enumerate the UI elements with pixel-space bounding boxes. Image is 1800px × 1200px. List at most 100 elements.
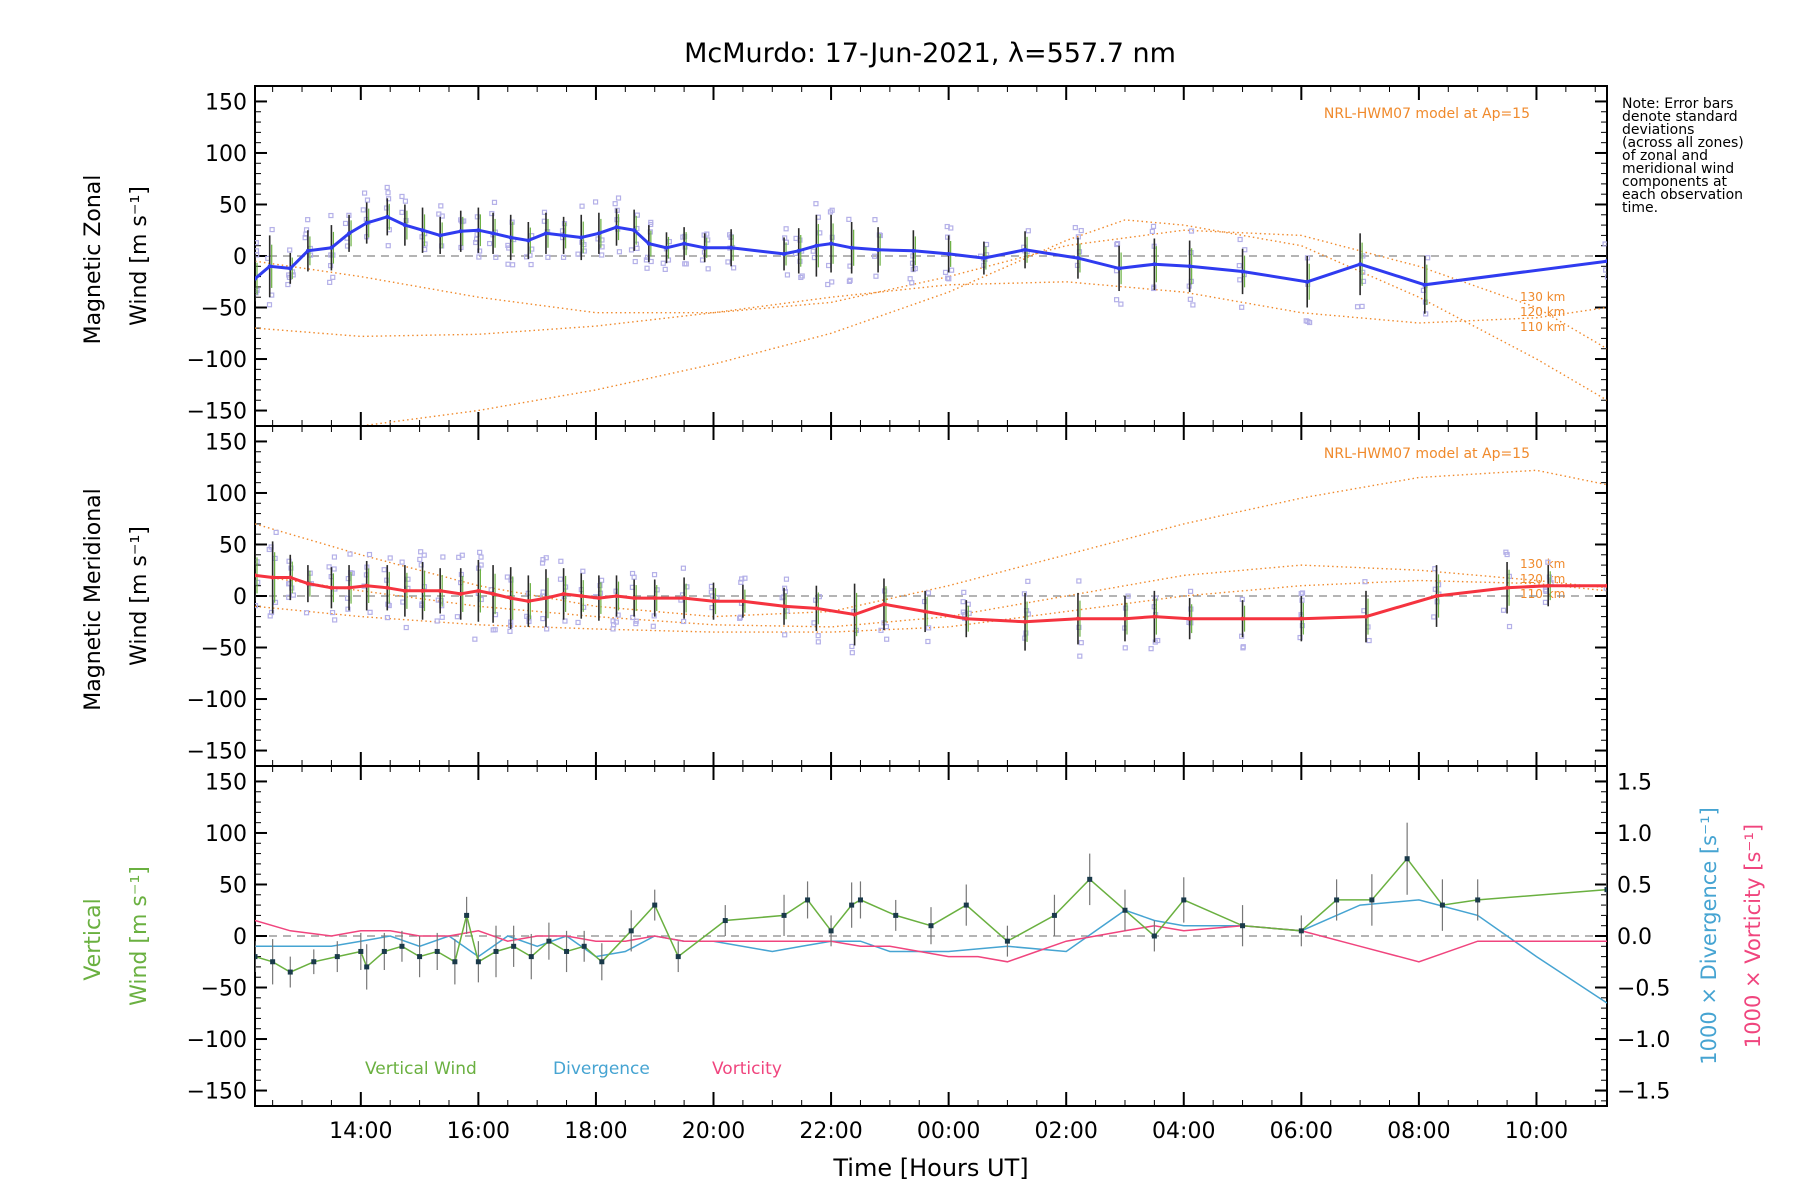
- vertical-wind-point: [1604, 887, 1607, 893]
- vertical-wind-point: [311, 959, 317, 965]
- zone-sample: [440, 554, 446, 560]
- note-line: meridional wind: [1622, 161, 1734, 177]
- vertical-wind-point: [781, 912, 787, 918]
- zone-sample: [575, 619, 581, 626]
- wind-point: [702, 245, 707, 250]
- zone-sample: [255, 603, 259, 609]
- xtick-label: 10:00: [1505, 1119, 1568, 1144]
- zone-sample: [810, 248, 816, 254]
- wind-point: [829, 241, 834, 246]
- note-line: deviations: [1622, 122, 1694, 138]
- zone-sample: [269, 226, 275, 233]
- wind-point: [646, 241, 651, 246]
- zone-sample: [439, 614, 445, 620]
- zone-sample: [1239, 304, 1245, 310]
- zone-sample: [944, 223, 950, 230]
- vertical-wind-point: [464, 912, 470, 918]
- zone-sample: [303, 610, 310, 616]
- zone-sample: [266, 302, 273, 308]
- zone-sample: [872, 253, 878, 259]
- xaxis-label: Time [Hours UT]: [832, 1154, 1028, 1182]
- zone-sample: [651, 572, 658, 578]
- wind-point: [911, 248, 916, 253]
- zone-sample: [1546, 574, 1553, 580]
- zone-sample: [1025, 578, 1031, 584]
- zone-sample: [847, 277, 853, 283]
- zone-sample: [1152, 595, 1159, 601]
- zone-sample: [1078, 640, 1084, 646]
- zone-sample: [1114, 241, 1120, 248]
- zone-sample: [384, 184, 390, 191]
- vertical-ylabel-line2: Wind [m s⁻¹]: [127, 866, 152, 1006]
- xtick-label: 04:00: [1152, 1119, 1215, 1144]
- vertical-wind-point: [828, 928, 834, 934]
- zone-sample: [486, 240, 493, 247]
- zone-sample: [983, 241, 990, 248]
- plot-area: [255, 822, 1607, 1004]
- zone-sample: [579, 203, 585, 209]
- zone-sample: [385, 190, 391, 196]
- zone-sample: [945, 275, 951, 281]
- zone-sample: [381, 567, 387, 573]
- ytick-label: −150: [187, 400, 247, 425]
- wind-point: [288, 575, 293, 580]
- note-line: denote standard: [1622, 109, 1738, 125]
- divergence-ylabel: 1000 × Divergence [s⁻¹]: [1697, 807, 1721, 1065]
- vertical-wind-point: [628, 928, 634, 934]
- xtick-label: 06:00: [1270, 1119, 1333, 1144]
- zonal-panel: Magnetic Zonal Wind [m s⁻¹] NRL-HWM07 mo…: [81, 85, 1608, 427]
- zone-sample: [1500, 607, 1507, 613]
- wind-point: [543, 231, 548, 236]
- zone-sample: [634, 212, 640, 218]
- zone-sample: [813, 201, 819, 207]
- vertical-wind-point: [1334, 897, 1340, 903]
- zone-sample: [417, 556, 423, 563]
- zone-sample: [366, 551, 373, 558]
- vertical-wind-point: [270, 959, 276, 965]
- wind-point: [402, 223, 407, 228]
- zone-sample: [846, 278, 852, 284]
- zone-sample: [660, 260, 666, 266]
- vertical-wind-point: [1475, 897, 1481, 903]
- xtick-label: 02:00: [1034, 1119, 1097, 1144]
- vertical-wind-point: [1122, 907, 1128, 913]
- wind-point: [923, 609, 928, 614]
- zone-sample: [405, 576, 411, 582]
- model-curve: [255, 469, 1607, 618]
- wind-point: [1505, 585, 1510, 590]
- model-altitude-label: 110 km: [1520, 587, 1565, 601]
- zone-sample: [1242, 247, 1248, 253]
- vertical-wind-point: [1439, 902, 1445, 908]
- wind-point: [1117, 266, 1122, 271]
- vertical-wind-point: [475, 959, 481, 965]
- zone-sample: [737, 614, 744, 620]
- zone-sample: [829, 234, 835, 240]
- zone-sample: [273, 529, 279, 535]
- zone-sample: [1608, 602, 1612, 606]
- ytick-label: −100: [187, 348, 247, 373]
- ytick-label: −150: [187, 740, 247, 765]
- xtick-label: 08:00: [1387, 1119, 1450, 1144]
- ytick-label: 0: [233, 585, 247, 610]
- zone-sample: [1122, 645, 1128, 651]
- wind-point: [852, 612, 857, 617]
- zone-sample: [1503, 549, 1509, 555]
- zone-sample: [873, 273, 879, 279]
- zone-sample: [1187, 588, 1194, 594]
- zone-sample: [1125, 593, 1131, 599]
- y2tick-label: 0.0: [1617, 925, 1652, 950]
- vertical-wind-point: [528, 954, 534, 960]
- wind-point: [255, 276, 257, 281]
- wind-point: [729, 245, 734, 250]
- zone-sample: [629, 570, 636, 577]
- wind-point: [458, 229, 463, 234]
- note-line: of zonal and: [1622, 148, 1708, 164]
- ytick-label: 50: [219, 193, 247, 218]
- note-text: Note: Error bars denote standard deviati…: [1622, 96, 1748, 216]
- zone-sample: [461, 218, 467, 224]
- zone-sample: [1077, 653, 1083, 659]
- zone-sample: [399, 193, 405, 200]
- wind-point: [796, 248, 801, 253]
- vertical-wind-point: [1369, 897, 1375, 903]
- vertical-wind-point: [493, 948, 499, 954]
